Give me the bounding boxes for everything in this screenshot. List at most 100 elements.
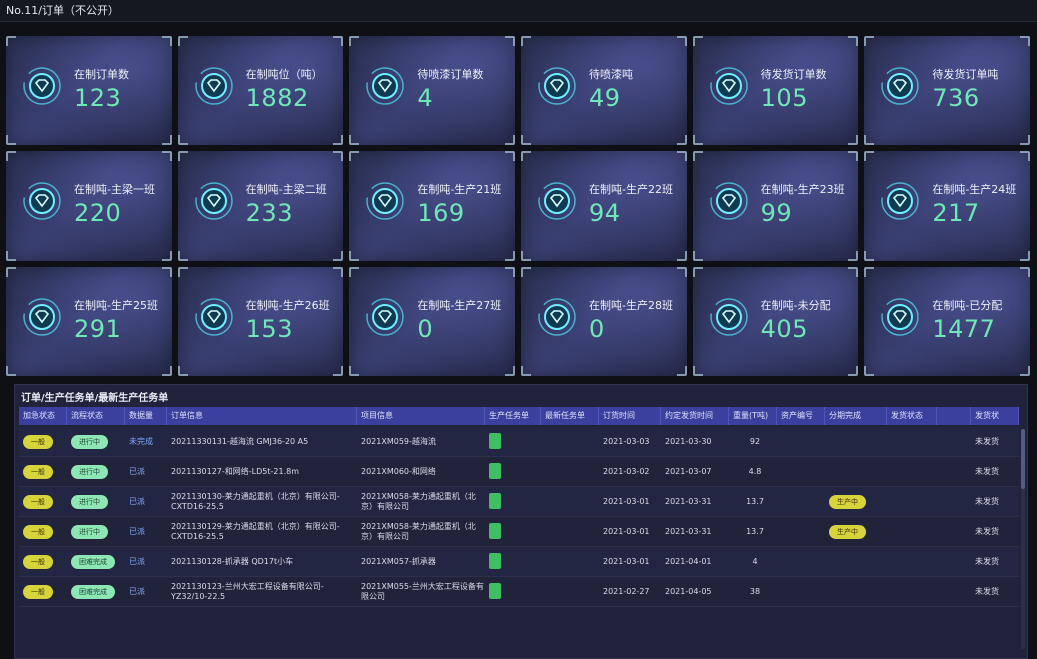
count-link[interactable]: 未完成 bbox=[129, 437, 153, 446]
stat-value: 94 bbox=[589, 199, 621, 228]
corner-mark bbox=[848, 36, 859, 46]
corner-mark bbox=[6, 151, 16, 162]
document-icon[interactable] bbox=[489, 552, 501, 569]
column-header[interactable]: 约定发货时间 bbox=[661, 407, 729, 425]
column-header[interactable]: 分期完成 bbox=[825, 407, 887, 425]
project-cell: 2021XM057-抓承器 bbox=[361, 556, 436, 566]
document-icon[interactable] bbox=[489, 522, 501, 539]
urgency-cell: 一般 bbox=[19, 464, 67, 479]
corner-mark bbox=[505, 366, 515, 376]
document-icon[interactable] bbox=[489, 492, 501, 509]
corner-mark bbox=[161, 366, 172, 376]
diamond-icon bbox=[881, 297, 920, 336]
ship-status-cell: 未发货 bbox=[975, 587, 999, 596]
task-doc-cell bbox=[485, 552, 541, 571]
table-scrollbar[interactable] bbox=[1021, 429, 1025, 649]
corner-mark bbox=[676, 151, 687, 162]
document-icon[interactable] bbox=[489, 582, 501, 599]
stat-card: 在制吨-主梁二班 233 bbox=[177, 151, 344, 261]
table-row[interactable]: 一般 困难完成 已派 2021130123-兰州大宏工程设备有限公司-YZ32/10-… bbox=[19, 577, 1019, 607]
stat-value: 99 bbox=[760, 199, 793, 228]
flow-badge: 进行中 bbox=[71, 494, 108, 509]
corner-mark bbox=[676, 266, 687, 277]
diamond-icon bbox=[709, 182, 748, 221]
diamond-icon bbox=[23, 297, 61, 336]
stat-value: 1477 bbox=[932, 314, 996, 343]
corner-mark bbox=[349, 36, 360, 46]
column-header[interactable]: 发货状 bbox=[971, 407, 1019, 425]
project-cell: 2021XM059-越海流 bbox=[361, 436, 436, 446]
corner-mark bbox=[505, 151, 515, 162]
stat-card: 在制吨-主梁一班 220 bbox=[6, 151, 172, 261]
count-link[interactable]: 已派 bbox=[129, 557, 145, 566]
stat-label: 在制吨-生产28班 bbox=[589, 298, 673, 312]
column-header[interactable]: 数据量 bbox=[125, 407, 167, 425]
corner-mark bbox=[676, 36, 687, 46]
count-link[interactable]: 已派 bbox=[129, 527, 145, 536]
weight-cell: 92 bbox=[749, 437, 761, 446]
order-cell: 2021130123-兰州大宏工程设备有限公司-YZ32/10-22.5 bbox=[171, 581, 324, 601]
count-link[interactable]: 已派 bbox=[129, 587, 145, 596]
stat-value: 153 bbox=[245, 314, 293, 343]
column-header[interactable]: 订货时间 bbox=[599, 407, 661, 425]
stat-value: 123 bbox=[74, 84, 122, 112]
flow-cell: 进行中 bbox=[67, 464, 125, 479]
stat-label: 在制吨-生产27班 bbox=[417, 298, 502, 312]
project-cell: 2021XM055-兰州大宏工程设备有限公司 bbox=[361, 581, 484, 601]
column-header[interactable]: 订单信息 bbox=[167, 407, 357, 425]
count-link[interactable]: 已派 bbox=[129, 497, 145, 506]
ship-status-cell: 未发货 bbox=[975, 527, 999, 536]
task-doc-cell bbox=[485, 522, 541, 541]
flow-cell: 进行中 bbox=[67, 524, 125, 539]
stat-label: 在制吨-生产22班 bbox=[589, 183, 673, 197]
scroll-thumb[interactable] bbox=[1021, 429, 1025, 489]
progress-badge: 生产中 bbox=[829, 494, 866, 509]
ship-date-cell: 2021-03-07 bbox=[665, 467, 712, 476]
corner-mark bbox=[177, 366, 188, 376]
corner-mark bbox=[177, 151, 188, 162]
corner-mark bbox=[6, 135, 16, 146]
order-date-cell: 2021-03-01 bbox=[603, 497, 650, 506]
project-cell: 2021XM058-莱力通起重机（北京）有限公司 bbox=[361, 521, 476, 541]
column-header[interactable]: 加急状态 bbox=[19, 407, 67, 425]
corner-mark bbox=[177, 250, 188, 261]
column-header[interactable]: 流程状态 bbox=[67, 407, 125, 425]
column-header[interactable]: 最新任务单 bbox=[541, 407, 599, 425]
table-row[interactable]: 一般 进行中 已派 2021130127-和网络-LD5t-21.8m 2021XM06… bbox=[19, 457, 1019, 487]
table-row[interactable]: 一般 进行中 已派 2021130130-莱力通起重机（北京）有限公司-CXTD16-… bbox=[19, 487, 1019, 517]
table-row[interactable]: 一般 困难完成 已派 2021130128-抓承器 QD17t小车 2021XM057-… bbox=[19, 547, 1019, 577]
stat-label: 待喷漆吨 bbox=[589, 68, 633, 81]
diamond-icon bbox=[538, 182, 576, 221]
stat-value: 405 bbox=[760, 314, 808, 343]
order-cell: 2021130130-莱力通起重机（北京）有限公司-CXTD16-25.5 bbox=[171, 491, 340, 511]
project-cell: 2021XM060-和网络 bbox=[361, 466, 436, 476]
corner-mark bbox=[333, 266, 344, 277]
corner-mark bbox=[864, 36, 875, 46]
corner-mark bbox=[349, 366, 360, 376]
column-header[interactable]: 发货状态 bbox=[887, 407, 937, 425]
column-header[interactable]: 重量(T吨) bbox=[729, 407, 777, 425]
task-doc-cell bbox=[485, 462, 541, 481]
document-icon[interactable] bbox=[489, 462, 501, 479]
stats-grid: 在制订单数 123 在制吨位（吨） 1882 待喷漆订单数 4 bbox=[6, 36, 1030, 376]
progress-cell: 生产中 bbox=[825, 494, 887, 509]
table-row[interactable]: 一般 进行中 未完成 20211330131-越海流 GMJ36-20 A5 2021X… bbox=[19, 427, 1019, 457]
corner-mark bbox=[349, 135, 360, 146]
stat-value: 4 bbox=[417, 84, 434, 112]
flow-badge: 进行中 bbox=[71, 464, 108, 479]
corner-mark bbox=[349, 151, 360, 162]
corner-mark bbox=[521, 36, 531, 46]
column-header[interactable]: 项目信息 bbox=[357, 407, 485, 425]
column-header[interactable]: 生产任务单 bbox=[485, 407, 541, 425]
column-header[interactable] bbox=[937, 407, 971, 425]
urgency-cell: 一般 bbox=[19, 584, 67, 599]
column-header[interactable]: 资产编号 bbox=[777, 407, 825, 425]
stat-label: 在制吨位（吨） bbox=[245, 68, 323, 81]
count-link[interactable]: 已派 bbox=[129, 467, 145, 476]
diamond-icon bbox=[881, 182, 920, 221]
corner-mark bbox=[864, 266, 875, 277]
stat-label: 在制吨-生产25班 bbox=[74, 298, 158, 312]
table-row[interactable]: 一般 进行中 已派 2021130129-莱力通起重机（北京）有限公司-CXTD16-… bbox=[19, 517, 1019, 547]
document-icon[interactable] bbox=[489, 432, 501, 449]
diamond-icon bbox=[709, 67, 748, 105]
